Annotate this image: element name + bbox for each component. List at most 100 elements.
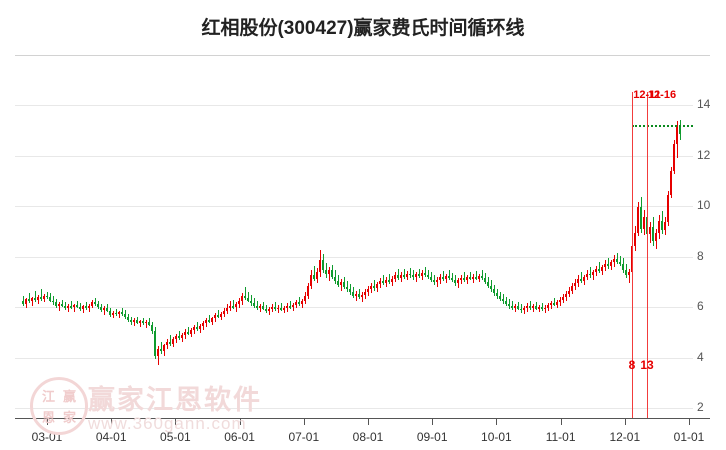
y-axis-label: 6 <box>697 299 704 313</box>
seal-char: 恩 <box>41 411 55 426</box>
candle-wick <box>443 271 444 282</box>
x-axis-tick <box>624 419 626 425</box>
candle-wick <box>134 318 135 326</box>
candle-wick <box>590 267 591 278</box>
candle-wick <box>518 301 519 311</box>
candle-wick <box>122 308 123 316</box>
candle-wick <box>215 312 216 322</box>
candle-wick <box>416 271 417 282</box>
candle-body <box>144 322 147 324</box>
candle-body <box>282 308 285 310</box>
candle-body <box>66 305 69 309</box>
candle-wick <box>380 277 381 289</box>
candle-wick <box>35 291 36 302</box>
gridline-y <box>15 408 693 409</box>
candle-wick <box>425 267 426 277</box>
candle-body <box>462 277 465 280</box>
candle-body <box>618 261 621 264</box>
candle-wick <box>572 283 573 295</box>
candle-wick <box>485 272 486 285</box>
candle-body <box>477 276 480 279</box>
candle-wick <box>395 272 396 283</box>
candle-body <box>483 277 486 282</box>
candle-body <box>90 302 93 306</box>
y-axis-label: 12 <box>697 147 711 162</box>
candle-body <box>432 279 435 283</box>
candle-body <box>180 334 183 338</box>
candle-body <box>150 324 153 331</box>
candle-wick <box>389 273 390 284</box>
candle-body <box>513 306 516 309</box>
candle-wick <box>137 317 138 325</box>
candle-body <box>285 305 288 308</box>
candle-wick <box>218 309 219 319</box>
candle-wick <box>494 284 495 296</box>
candle-body <box>471 276 474 280</box>
candle-wick <box>251 294 252 306</box>
candle-body <box>360 294 363 297</box>
candle-wick <box>269 307 270 315</box>
candle-wick <box>173 337 174 347</box>
candle-body <box>396 275 399 278</box>
candle-body <box>222 310 225 314</box>
candle-body <box>609 262 612 267</box>
candle-body <box>501 298 504 302</box>
candle-body <box>390 278 393 282</box>
y-axis-label: 2 <box>697 400 704 414</box>
candle-wick <box>185 329 186 339</box>
candle-body <box>459 277 462 281</box>
candle-wick <box>308 283 309 299</box>
candle-body <box>126 317 129 320</box>
candle-wick <box>245 286 246 300</box>
candle-wick <box>107 304 108 312</box>
candle-body <box>468 277 471 280</box>
candle-body <box>168 341 171 344</box>
candle-body <box>507 303 510 306</box>
candle-body <box>51 300 54 303</box>
candle-body <box>147 322 150 325</box>
brand-seal-icon: 江赢恩家 <box>30 377 88 435</box>
candle-body <box>600 267 603 272</box>
candle-wick <box>641 197 642 233</box>
candle-wick <box>533 303 534 312</box>
candle-wick <box>86 302 87 310</box>
candle-wick <box>263 301 264 311</box>
candle-wick <box>527 303 528 312</box>
candle-wick <box>398 269 399 280</box>
x-axis-tick <box>111 419 113 425</box>
candle-wick <box>311 270 312 290</box>
candle-body <box>414 274 417 278</box>
candle-body <box>498 296 501 299</box>
candle-wick <box>653 217 654 247</box>
candle-wick <box>110 307 111 317</box>
candle-wick <box>593 269 594 280</box>
fib-cycle-line[interactable] <box>647 92 648 418</box>
candle-wick <box>356 290 357 301</box>
fib-cycle-line[interactable] <box>632 92 633 418</box>
watermark-url: www.360gann.com <box>88 414 247 433</box>
candle-wick <box>203 320 204 330</box>
candle-wick <box>497 288 498 300</box>
candle-wick <box>320 250 321 277</box>
candle-wick <box>434 274 435 285</box>
page-title: 红相股份(300427)赢家费氏时间循环线 <box>201 18 525 39</box>
candle-wick <box>131 316 132 325</box>
candle-wick <box>59 301 60 311</box>
candle-body <box>645 217 648 234</box>
candle-body <box>579 278 582 282</box>
candle-body <box>411 275 414 278</box>
candle-wick <box>368 286 369 297</box>
y-axis-label: 10 <box>697 198 711 212</box>
candle-body <box>444 276 447 280</box>
candle-body <box>594 269 597 273</box>
candle-body <box>510 305 513 309</box>
candle-body <box>21 300 24 305</box>
candle-body <box>219 313 222 318</box>
candle-body <box>603 264 606 268</box>
candle-wick <box>671 166 672 199</box>
candle-body <box>96 304 99 307</box>
candle-wick <box>332 264 333 280</box>
candle-body <box>672 144 675 171</box>
candle-wick <box>458 277 459 289</box>
candle-body <box>534 306 537 309</box>
